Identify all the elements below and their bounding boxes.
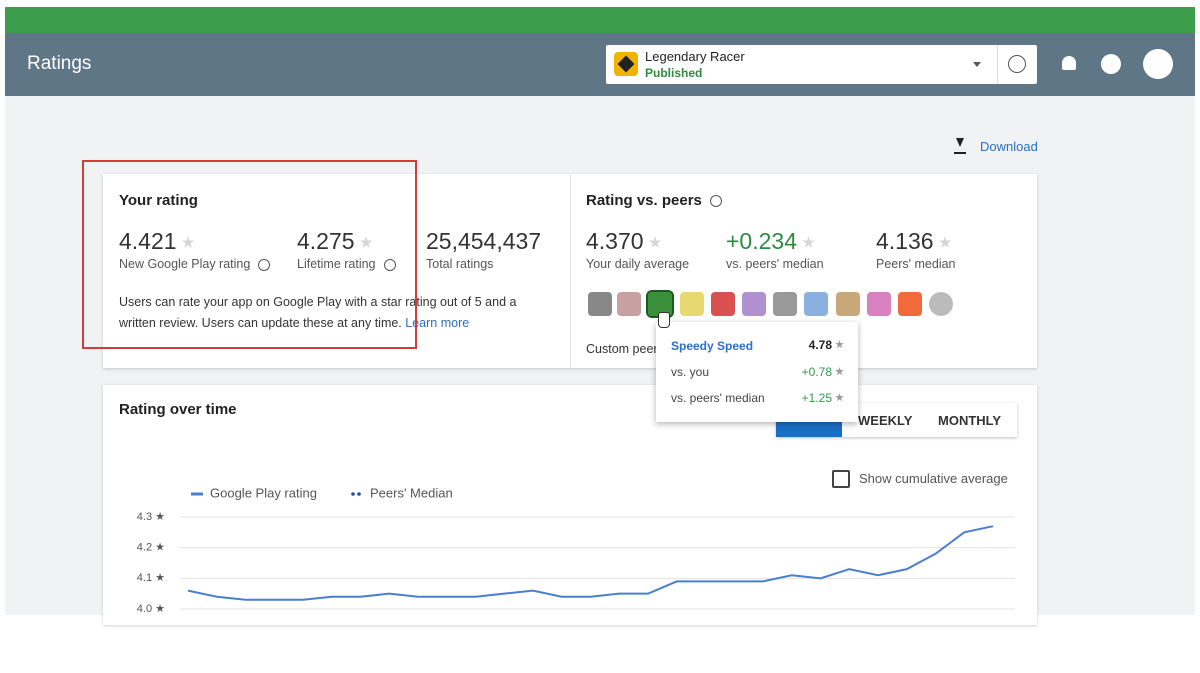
custom-peers-label: Custom peer [586,342,658,356]
peer-icon[interactable] [711,292,735,316]
peers-title: Rating vs. peers [586,192,702,209]
notifications-icon[interactable] [1062,56,1076,70]
metric-value: 4.421 [119,228,177,254]
peer-icon[interactable] [742,292,766,316]
peer-icon[interactable] [867,292,891,316]
help-icon[interactable] [383,258,396,271]
peer-icon[interactable] [898,292,922,316]
metric-value: +0.234 [726,228,797,254]
description: Users can rate your app on Google Play w… [119,295,517,330]
tooltip-row-label: vs. peers' median [671,391,765,405]
metric-label: Peers' median [876,257,956,271]
top-bar [5,7,1195,33]
tab[interactable]: MONTHLY [938,413,1002,428]
star-icon [835,393,844,402]
info-icon[interactable] [1008,55,1026,73]
y-tick-label: 4.3 ★ [137,511,165,523]
peer-icon[interactable] [680,292,704,316]
star-icon [835,340,844,349]
chart: 4.0 ★ 4.1 ★ 4.2 ★ 4.3 ★ Google Play rating Pe… [137,485,1015,615]
account-avatar[interactable] [1143,49,1173,79]
tooltip-row-value: +1.25 [801,391,832,405]
metric-label: New Google Play rating [119,257,251,271]
app-icon [614,52,638,76]
divider [997,45,998,84]
app-name: Legendary Racer [645,49,745,64]
metric-label: Lifetime rating [297,257,376,271]
legend-marker [357,492,361,496]
tooltip-title: Speedy Speed [671,339,754,353]
chart-title: Rating over time [119,401,237,418]
y-tick-label: 4.2 ★ [137,542,165,554]
peer-icon[interactable] [617,292,641,316]
metric-value: 4.136 [876,228,934,254]
help-icon[interactable] [258,258,271,271]
your-rating-title: Your rating [119,192,198,209]
metric-value: 4.275 [297,228,355,254]
legend-label: Google Play rating [210,485,317,500]
help-icon[interactable] [709,195,722,208]
peer-icon[interactable] [804,292,828,316]
series-line [187,525,994,601]
metric-label: Your daily average [586,257,690,271]
card-divider [570,174,571,368]
metric-label: Total ratings [426,257,494,271]
learn-more-link[interactable]: Learn more [405,316,470,330]
download-icon [954,138,966,154]
help-icon[interactable] [1101,54,1121,74]
peer-icon[interactable] [929,292,953,316]
tooltip-rating: 4.78 [808,338,832,352]
legend-marker [351,492,355,496]
checkbox-label: Show cumulative average [859,471,1008,486]
page-title: Ratings [27,53,92,74]
dropdown-caret [973,62,981,67]
metric-label: vs. peers' median [726,257,824,271]
app-selector[interactable]: Legendary Racer Published [606,45,1037,84]
app-status: Published [645,66,703,80]
download-link[interactable]: Download [980,139,1038,154]
star-icon [835,367,844,376]
peer-icon[interactable] [836,292,860,316]
checkbox[interactable] [832,470,850,488]
y-tick-label: 4.1 ★ [137,572,165,584]
tooltip-row-label: vs. you [671,365,710,379]
download-arrow [956,138,964,147]
legend-label: Peers' Median [370,485,453,500]
metric-value: 4.370 [586,228,644,254]
y-tick-label: 4.0 ★ [137,603,165,615]
tab[interactable]: WEEKLY [858,413,913,428]
star-icon [648,236,662,248]
mouse-cursor [658,312,670,328]
app-icon-flag [617,55,635,73]
highlight-box [82,160,417,349]
star-icon [359,236,373,248]
star-icon [181,236,195,248]
metric-value: 25,454,437 [426,228,542,254]
star-icon [802,236,815,248]
peer-icon[interactable] [588,292,612,316]
tooltip-row-value: +0.78 [801,365,832,379]
peer-tooltip: Speedy Speed 4.78 vs. you +0.78 vs. peer… [656,322,858,422]
star-icon [938,236,952,248]
peer-icon[interactable] [773,292,797,316]
